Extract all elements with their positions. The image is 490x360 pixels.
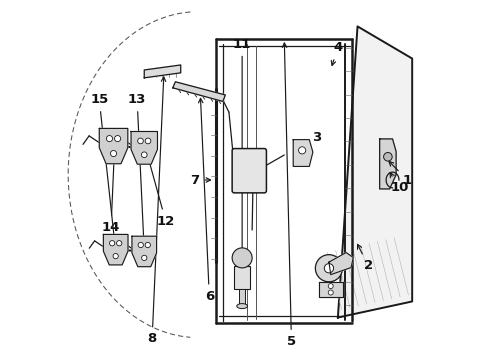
Text: 6: 6 — [198, 98, 214, 303]
Text: 14: 14 — [102, 150, 120, 234]
Polygon shape — [329, 252, 353, 275]
Circle shape — [115, 136, 121, 141]
Text: 2: 2 — [358, 244, 373, 272]
Text: 15: 15 — [90, 93, 117, 247]
Text: 9: 9 — [247, 172, 256, 191]
Ellipse shape — [237, 303, 247, 309]
Text: 7: 7 — [191, 174, 211, 186]
Circle shape — [138, 242, 144, 248]
Circle shape — [232, 248, 252, 268]
Text: 8: 8 — [147, 77, 166, 346]
Polygon shape — [103, 234, 128, 265]
Text: 13: 13 — [128, 93, 147, 247]
Text: 1: 1 — [389, 162, 412, 186]
Circle shape — [328, 290, 333, 295]
Polygon shape — [99, 129, 128, 164]
Bar — [239, 289, 245, 306]
Text: 12: 12 — [145, 150, 175, 228]
Polygon shape — [173, 82, 225, 102]
Circle shape — [324, 264, 334, 273]
Polygon shape — [131, 131, 157, 164]
Polygon shape — [319, 282, 343, 297]
Polygon shape — [380, 139, 396, 189]
Text: 4: 4 — [331, 41, 343, 66]
Text: 11: 11 — [233, 38, 251, 278]
Text: 3: 3 — [308, 131, 321, 153]
Circle shape — [145, 242, 150, 248]
Circle shape — [142, 152, 147, 158]
Circle shape — [138, 138, 143, 144]
Circle shape — [142, 255, 147, 261]
Polygon shape — [293, 140, 313, 166]
Circle shape — [110, 150, 117, 157]
Circle shape — [113, 253, 118, 259]
Polygon shape — [132, 236, 157, 267]
Text: 10: 10 — [390, 173, 409, 194]
Bar — [234, 266, 250, 289]
FancyBboxPatch shape — [232, 149, 267, 193]
Circle shape — [117, 240, 122, 246]
Circle shape — [316, 255, 343, 282]
Circle shape — [328, 284, 333, 289]
Circle shape — [384, 153, 392, 161]
Polygon shape — [144, 65, 181, 78]
Text: 5: 5 — [282, 43, 296, 348]
Circle shape — [106, 136, 113, 141]
Circle shape — [110, 240, 115, 246]
Circle shape — [145, 138, 151, 144]
Circle shape — [298, 147, 306, 154]
Polygon shape — [338, 26, 412, 318]
